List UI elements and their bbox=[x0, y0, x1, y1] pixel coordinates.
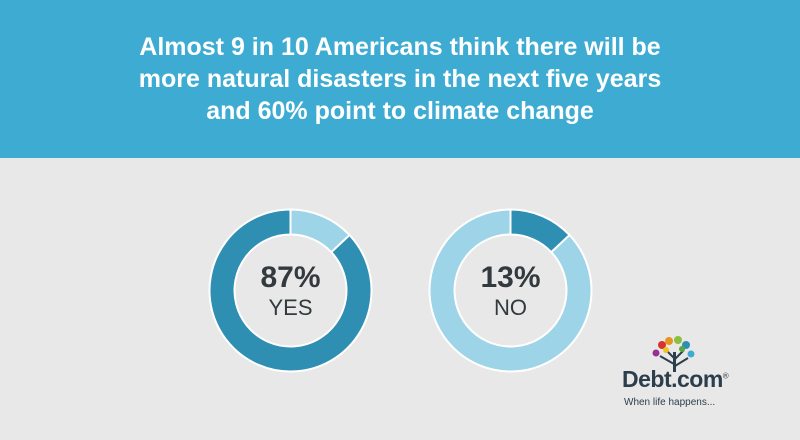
logo-brand: Debt.com® bbox=[622, 366, 729, 392]
donut-svg-yes bbox=[208, 208, 373, 373]
donut-chart-yes: 87% YES bbox=[208, 208, 373, 373]
title-banner: Almost 9 in 10 Americans think there wil… bbox=[0, 0, 800, 158]
donut-svg-no bbox=[428, 208, 593, 373]
donut-label-no: 13% NO bbox=[428, 208, 593, 373]
donut-label-yes: 87% YES bbox=[208, 208, 373, 373]
title-line-3: and 60% point to climate change bbox=[206, 97, 594, 125]
donut-answer-no: NO bbox=[494, 294, 527, 320]
title-line-2: more natural disasters in the next five … bbox=[138, 65, 662, 93]
registered-mark: ® bbox=[722, 371, 729, 381]
donut-slice-yes bbox=[208, 208, 373, 373]
donut-percent-no: 13% bbox=[480, 260, 541, 294]
donut-chart-no: 13% NO bbox=[428, 208, 593, 373]
donut-answer-yes: YES bbox=[268, 294, 313, 320]
debt-com-logo: Debt.com® When life happens... bbox=[618, 336, 758, 416]
title-line-1: Almost 9 in 10 Americans think there wil… bbox=[139, 33, 661, 61]
donut-percent-yes: 87% bbox=[260, 260, 321, 294]
tree-icon bbox=[652, 336, 695, 372]
logo-tagline: When life happens... bbox=[624, 397, 716, 408]
donut-slice-yes bbox=[428, 208, 593, 373]
